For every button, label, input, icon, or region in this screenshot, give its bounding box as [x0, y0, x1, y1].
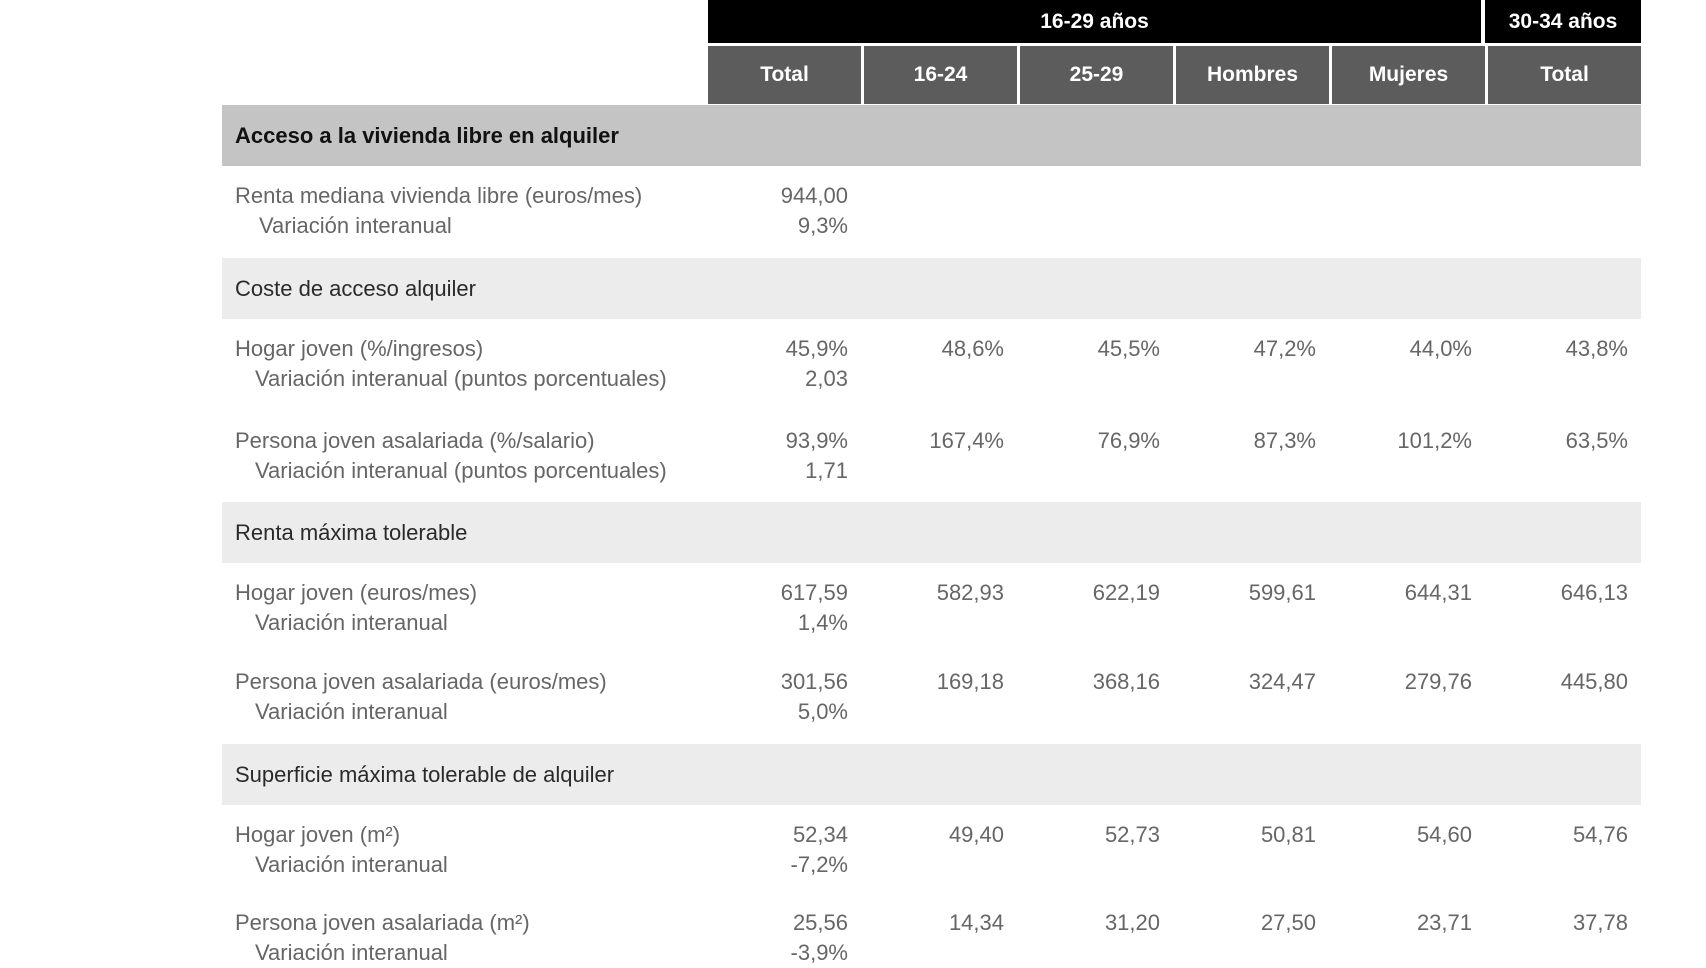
cell-value: 93,9%: [785, 428, 848, 453]
section-coste-acceso: Coste de acceso alquiler: [222, 258, 1641, 319]
column-header-25-29: 25-29: [1020, 46, 1173, 104]
cell-value: 167,4%: [929, 428, 1004, 453]
cell-value: 944,00: [780, 183, 848, 208]
row-label: Renta mediana vivienda libre (euros/mes): [235, 183, 643, 208]
row-label: Persona joven asalariada (%/salario): [235, 428, 595, 453]
cell-variation: 9,3%: [797, 213, 848, 238]
cell-variation: 1,71: [805, 458, 848, 483]
table-row: Persona joven asalariada (%/salario) Var…: [222, 426, 1641, 486]
cell-value: 599,61: [1248, 580, 1316, 605]
cell-value: 44,0%: [1409, 336, 1472, 361]
row-label: Hogar joven (%/ingresos): [235, 336, 484, 361]
column-header-total: Total: [708, 46, 861, 104]
row-label: Persona joven asalariada (m²): [235, 910, 530, 935]
cell-value: 368,16: [1092, 669, 1160, 694]
cell-variation: 5,0%: [797, 699, 848, 724]
cell-value: 76,9%: [1097, 428, 1160, 453]
cell-variation: -3,9%: [790, 940, 848, 965]
table-row: Renta mediana vivienda libre (euros/mes)…: [222, 181, 1641, 241]
cell-value: 31,20: [1104, 910, 1160, 935]
section-acceso-vivienda: Acceso a la vivienda libre en alquiler: [222, 105, 1641, 166]
row-label: Hogar joven (m²): [235, 822, 401, 847]
cell-value: 25,56: [792, 910, 848, 935]
cell-value: 324,47: [1248, 669, 1316, 694]
cell-value: 43,8%: [1565, 336, 1628, 361]
cell-value: 50,81: [1260, 822, 1316, 847]
column-header-total-30-34: Total: [1488, 46, 1641, 104]
section-superficie-maxima: Superficie máxima tolerable de alquiler: [222, 744, 1641, 805]
header-group-16-29: 16-29 años: [708, 0, 1481, 43]
cell-value: 445,80: [1560, 669, 1628, 694]
cell-value: 45,9%: [785, 336, 848, 361]
row-label: Hogar joven (euros/mes): [235, 580, 478, 605]
header-group-30-34: 30-34 años: [1485, 0, 1641, 43]
cell-value: 52,73: [1104, 822, 1160, 847]
table-row: Hogar joven (m²) Variación interanual 52…: [222, 820, 1641, 880]
cell-value: 47,2%: [1253, 336, 1316, 361]
cell-value: 279,76: [1404, 669, 1472, 694]
cell-value: 54,76: [1572, 822, 1628, 847]
cell-value: 14,34: [948, 910, 1004, 935]
cell-value: 52,34: [792, 822, 848, 847]
cell-value: 37,78: [1572, 910, 1628, 935]
cell-value: 48,6%: [941, 336, 1004, 361]
row-sublabel: Variación interanual (puntos porcentuale…: [255, 458, 667, 483]
table-row: Hogar joven (%/ingresos) Variación inter…: [222, 334, 1641, 394]
cell-value: 27,50: [1260, 910, 1316, 935]
column-header-mujeres: Mujeres: [1332, 46, 1485, 104]
table-row: Persona joven asalariada (euros/mes) Var…: [222, 667, 1641, 727]
cell-variation: -7,2%: [790, 852, 848, 877]
cell-value: 63,5%: [1565, 428, 1628, 453]
row-label: Persona joven asalariada (euros/mes): [235, 669, 607, 694]
cell-value: 617,59: [780, 580, 848, 605]
cell-value: 622,19: [1092, 580, 1160, 605]
row-sublabel: Variación interanual: [255, 940, 448, 965]
cell-value: 23,71: [1416, 910, 1472, 935]
cell-variation: 1,4%: [797, 610, 848, 635]
cell-variation: 2,03: [805, 366, 848, 391]
row-sublabel: Variación interanual: [255, 699, 448, 724]
cell-value: 582,93: [936, 580, 1004, 605]
cell-value: 45,5%: [1097, 336, 1160, 361]
table-row: Hogar joven (euros/mes) Variación intera…: [222, 578, 1641, 638]
row-sublabel: Variación interanual: [259, 213, 452, 238]
row-sublabel: Variación interanual (puntos porcentuale…: [255, 366, 667, 391]
row-sublabel: Variación interanual: [255, 610, 448, 635]
cell-value: 49,40: [948, 822, 1004, 847]
cell-value: 87,3%: [1253, 428, 1316, 453]
column-header-16-24: 16-24: [864, 46, 1017, 104]
cell-value: 169,18: [936, 669, 1004, 694]
table-row: Persona joven asalariada (m²) Variación …: [222, 908, 1641, 968]
cell-value: 54,60: [1416, 822, 1472, 847]
cell-value: 301,56: [780, 669, 848, 694]
section-renta-maxima: Renta máxima tolerable: [222, 502, 1641, 563]
column-header-hombres: Hombres: [1176, 46, 1329, 104]
cell-value: 101,2%: [1397, 428, 1472, 453]
cell-value: 646,13: [1560, 580, 1628, 605]
row-sublabel: Variación interanual: [255, 852, 448, 877]
cell-value: 644,31: [1404, 580, 1472, 605]
